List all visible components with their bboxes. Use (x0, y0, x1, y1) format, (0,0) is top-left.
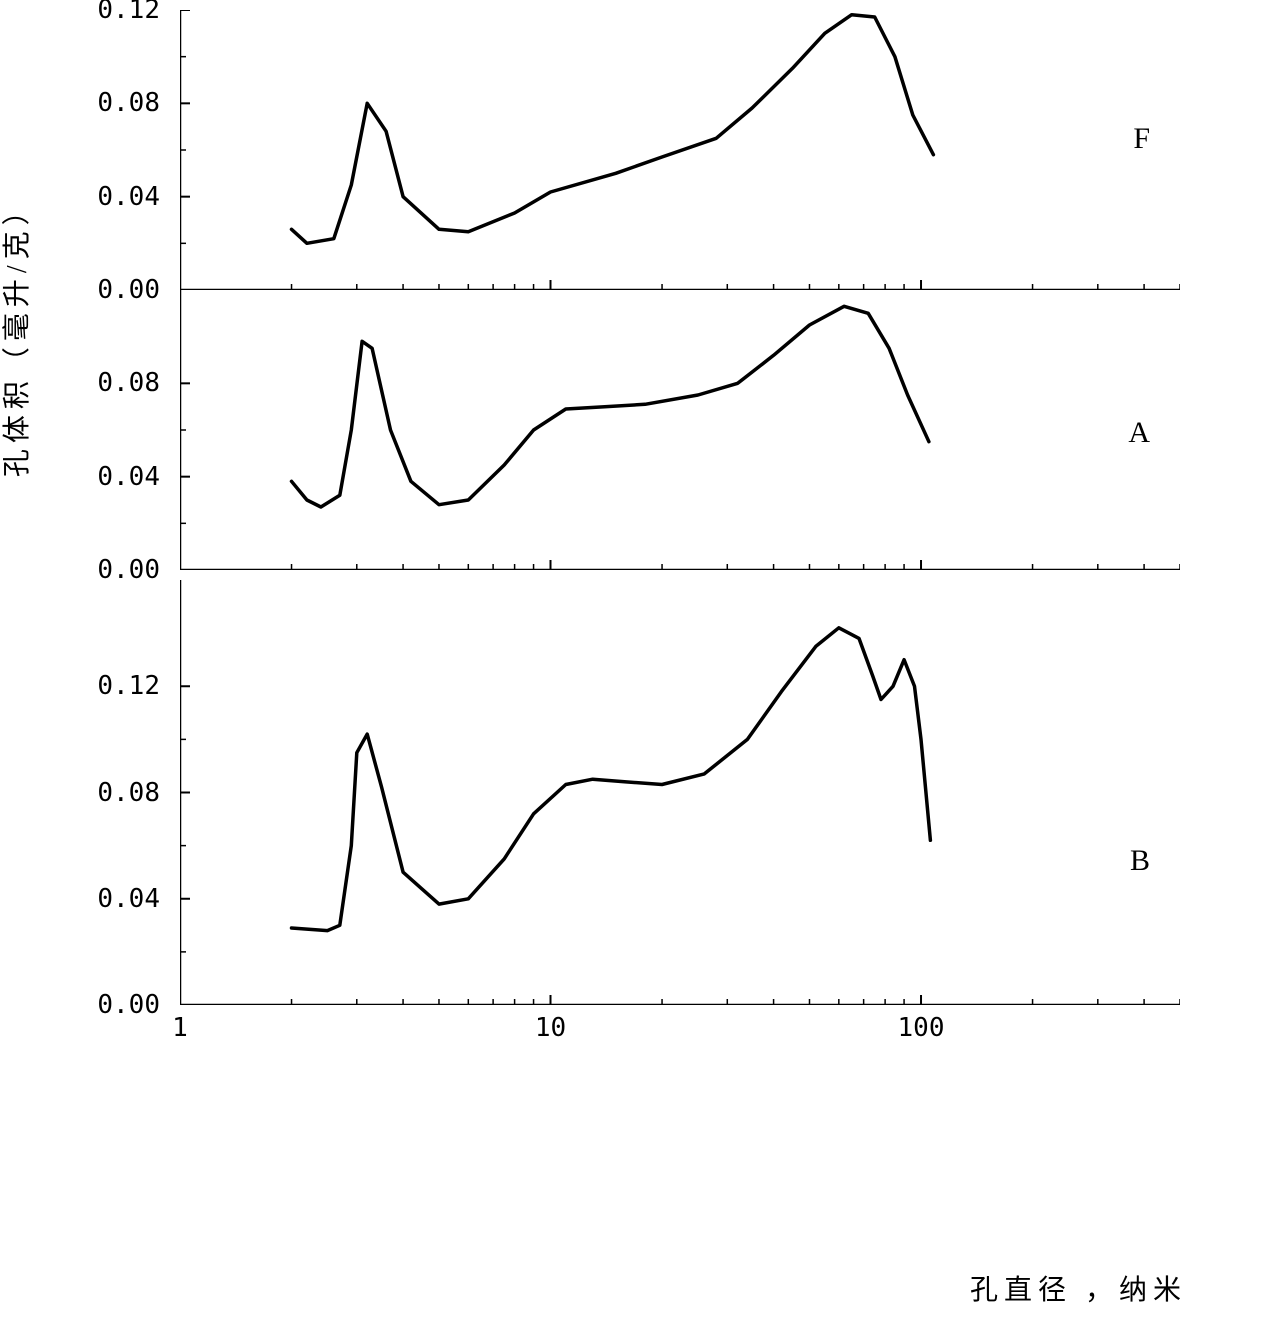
ytick-label: 0.08 (97, 88, 160, 118)
ytick-label: 0.12 (97, 0, 160, 25)
panel-svg (180, 10, 1180, 290)
xtick-label: 10 (535, 1013, 566, 1043)
xtick-label: 1 (172, 1013, 188, 1043)
series-line-a (292, 306, 929, 507)
panel-svg (180, 290, 1180, 570)
panel-svg (180, 580, 1180, 1005)
ytick-label: 0.00 (97, 990, 160, 1020)
series-line-f (292, 15, 934, 244)
ytick-label: 0.00 (97, 555, 160, 585)
series-label-b: B (1130, 844, 1150, 878)
ytick-label: 0.08 (97, 368, 160, 398)
series-line-b (292, 628, 931, 931)
chart-panel-f: 0.000.040.080.12F (180, 10, 1180, 290)
ytick-label: 0.04 (97, 182, 160, 212)
chart-panel-a: 0.000.040.08A (180, 290, 1180, 570)
ytick-label: 0.00 (97, 275, 160, 305)
series-label-f: F (1133, 122, 1150, 156)
chart-container: 0.000.040.080.12F0.000.040.08A0.000.040.… (100, 10, 1200, 1240)
ytick-label: 0.08 (97, 778, 160, 808)
x-axis-label: 孔直径 ，纳米 (970, 1268, 1187, 1308)
ytick-label: 0.04 (97, 884, 160, 914)
ytick-label: 0.04 (97, 462, 160, 492)
ytick-label: 0.12 (97, 671, 160, 701)
y-axis-label: 孔体积（毫升/克） (0, 191, 35, 477)
chart-panel-b: 0.000.040.080.12110100B (180, 580, 1180, 1005)
xtick-label: 100 (898, 1013, 945, 1043)
series-label-a: A (1128, 416, 1150, 450)
